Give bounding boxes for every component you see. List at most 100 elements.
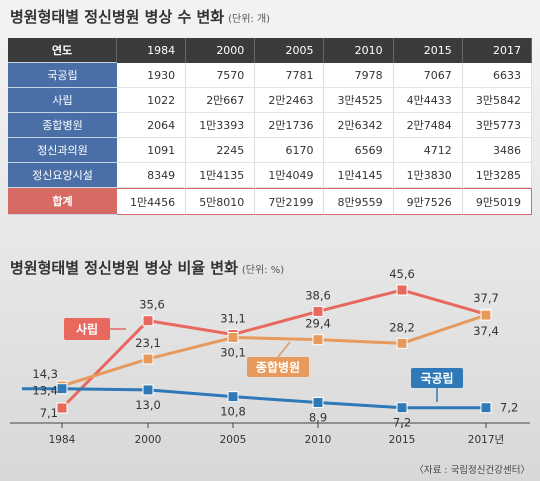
year-header: 2010: [324, 38, 394, 63]
chart-unit: (단위: %): [241, 265, 285, 276]
source-note: 〈자료 : 국립정신건강센터〉: [414, 465, 530, 476]
data-label: 37,4: [473, 324, 499, 338]
data-point: [142, 384, 154, 396]
table-header-row: 연도 1984 2000 2005 2010 2015 2017: [8, 38, 532, 63]
total-cell: 9만7526: [393, 188, 463, 215]
table-cell: 7570: [186, 63, 256, 88]
table-row: 사립 1022 2만667 2만2463 3만4525 4만4433 3만584…: [8, 88, 532, 113]
data-label: 28,2: [389, 320, 415, 334]
data-label: 8,9: [309, 410, 327, 424]
data-point: [312, 334, 324, 346]
table-cell: 2만667: [186, 88, 256, 113]
table-row: 정신요양시설 8349 1만4135 1만4049 1만4145 1만3830 …: [8, 163, 532, 188]
data-point: [227, 391, 239, 403]
year-header: 2000: [186, 38, 256, 63]
row-label: 정신과의원: [8, 138, 117, 163]
total-cell: 8만9559: [324, 188, 394, 215]
row-label: 종합병원: [8, 113, 117, 138]
table-cell: 1만3285: [462, 163, 532, 188]
x-tick-label: 2015: [389, 434, 416, 446]
data-point: [142, 353, 154, 365]
table-cell: 1022: [117, 88, 187, 113]
table-cell: 1091: [117, 138, 187, 163]
series-name-label: 사립: [76, 322, 98, 337]
data-point: [56, 383, 68, 395]
data-label: 10,8: [220, 405, 246, 419]
data-point: [480, 402, 492, 414]
data-point: [480, 309, 492, 321]
total-cell: 5만8010: [186, 188, 256, 215]
series-name-label: 종합병원: [256, 360, 300, 375]
data-label: 7,1: [40, 406, 58, 420]
data-label: 31,1: [220, 311, 246, 325]
table-cell: 1930: [117, 63, 187, 88]
data-label: 23,1: [135, 336, 161, 350]
data-label: 7,2: [393, 416, 411, 430]
data-label: 38,6: [305, 288, 331, 302]
total-cell: 1만4456: [117, 188, 187, 215]
table-cell: 1만3393: [186, 113, 256, 138]
data-point: [396, 337, 408, 349]
series-line: [60, 288, 487, 410]
bed-count-table: 연도 1984 2000 2005 2010 2015 2017 국공립 193…: [8, 38, 532, 215]
header-label: 연도: [8, 38, 117, 63]
table-cell: 2만7484: [393, 113, 463, 138]
table-title-text: 병원형태별 정신병원 병상 수 변화: [10, 8, 225, 26]
table-cell: 3486: [462, 138, 532, 163]
data-point: [396, 284, 408, 296]
chart-title-text: 병원형태별 정신병원 병상 비율 변화: [10, 259, 238, 277]
data-label: 14,3: [32, 367, 58, 381]
table-cell: 1만4135: [186, 163, 256, 188]
table-cell: 7067: [393, 63, 463, 88]
row-label: 국공립: [8, 63, 117, 88]
row-label: 사립: [8, 88, 117, 113]
table-cell: 3만4525: [324, 88, 394, 113]
data-point: [396, 402, 408, 414]
total-cell: 7만2199: [255, 188, 325, 215]
series-name-label: 국공립: [420, 372, 453, 386]
data-label: 7,2: [500, 401, 518, 415]
year-header: 1984: [117, 38, 187, 63]
row-label: 정신요양시설: [8, 163, 117, 188]
series-line: [61, 313, 487, 388]
x-tick-label: 2000: [135, 434, 162, 446]
series-tag: [64, 318, 110, 340]
table-unit: (단위: 개): [228, 14, 271, 25]
series-tag-leader: [277, 341, 291, 358]
data-point: [312, 305, 324, 317]
total-label: 합계: [8, 188, 117, 215]
data-point: [312, 396, 324, 408]
chart-title: 병원형태별 정신병원 병상 비율 변화 (단위: %): [10, 257, 284, 278]
table-cell: 6633: [462, 63, 532, 88]
series-tag: [411, 368, 463, 388]
table-cell: 8349: [117, 163, 187, 188]
table-row: 종합병원 2064 1만3393 2만1736 2만6342 2만7484 3만…: [8, 113, 532, 138]
table-cell: 7781: [255, 63, 325, 88]
table-cell: 2만2463: [255, 88, 325, 113]
data-label: 13,4: [32, 384, 58, 398]
x-tick-label: 1984: [49, 434, 76, 446]
table-row: 정신과의원 1091 2245 6170 6569 4712 3486: [8, 138, 532, 163]
table-cell: 1만4145: [324, 163, 394, 188]
year-header: 2015: [393, 38, 463, 63]
data-label: 13,0: [135, 398, 161, 412]
table-cell: 2만1736: [255, 113, 325, 138]
data-point: [56, 402, 68, 414]
x-tick-label: 2017년: [468, 434, 504, 446]
data-label: 35,6: [139, 298, 165, 312]
data-label: 37,7: [473, 291, 499, 305]
series-line: [22, 387, 486, 410]
series-tag: [247, 357, 309, 377]
table-cell: 2245: [186, 138, 256, 163]
table-cell: 1만3830: [393, 163, 463, 188]
year-header: 2017: [462, 38, 532, 63]
data-point: [227, 332, 239, 344]
table-cell: 6569: [324, 138, 394, 163]
total-cell: 9만5019: [462, 188, 532, 215]
table-cell: 7978: [324, 63, 394, 88]
data-label: 45,6: [389, 267, 415, 281]
data-label: 29,4: [305, 317, 331, 331]
table-cell: 2만6342: [324, 113, 394, 138]
table-title: 병원형태별 정신병원 병상 수 변화 (단위: 개): [10, 6, 270, 27]
